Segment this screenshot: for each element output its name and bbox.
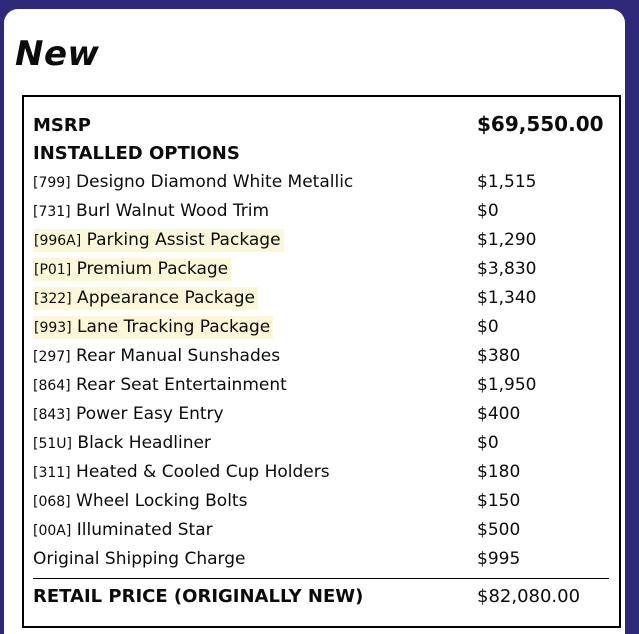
option-row: [731] Burl Walnut Wood Trim $0 (33, 197, 609, 226)
msrp-row: MSRP $69,550.00 (33, 110, 609, 140)
option-price: $1,340 (477, 288, 537, 308)
installed-options-header-row: INSTALLED OPTIONS (33, 140, 609, 168)
retail-price-value: $82,080.00 (477, 586, 581, 607)
option-label: [00A] Illuminated Star (33, 516, 477, 545)
shipping-charge-label: Original Shipping Charge (33, 549, 246, 569)
option-price: $3,830 (477, 259, 537, 279)
option-name: Lane Tracking Package (71, 317, 271, 337)
option-label: [297] Rear Manual Sunshades (33, 342, 477, 371)
option-price: $380 (477, 346, 521, 366)
option-text-highlighted: [P01] Premium Package (33, 258, 232, 281)
option-label: [322] Appearance Package (33, 284, 477, 313)
option-label: [996A] Parking Assist Package (33, 226, 477, 255)
option-name: Rear Seat Entertainment (70, 375, 287, 395)
option-label: [731] Burl Walnut Wood Trim (33, 197, 477, 226)
retail-price-row: RETAIL PRICE (ORIGINALLY NEW) $82,080.00 (33, 582, 609, 612)
option-name: Appearance Package (71, 288, 256, 308)
option-row: [996A] Parking Assist Package $1,290 (33, 226, 609, 255)
shipping-charge-row: Original Shipping Charge $995 (33, 545, 609, 573)
option-text: [068] Wheel Locking Bolts (33, 491, 247, 511)
option-text: [00A] Illuminated Star (33, 520, 213, 540)
option-text: [864] Rear Seat Entertainment (33, 375, 287, 395)
option-code: [297] (33, 349, 71, 365)
option-text-highlighted: [993] Lane Tracking Package (33, 316, 274, 339)
content-card: New MSRP $69,550.00 INSTALLED OPTIONS [7… (4, 9, 625, 634)
option-label: [311] Heated & Cooled Cup Holders (33, 458, 477, 487)
installed-options-header: INSTALLED OPTIONS (33, 143, 240, 164)
option-name: Designo Diamond White Metallic (70, 172, 354, 192)
option-name: Premium Package (71, 259, 229, 279)
option-code: [322] (34, 291, 72, 307)
option-text: [297] Rear Manual Sunshades (33, 346, 280, 366)
option-code: [731] (33, 204, 71, 220)
option-code: [51U] (33, 436, 72, 452)
option-row: [993] Lane Tracking Package $0 (33, 313, 609, 342)
option-label: [864] Rear Seat Entertainment (33, 371, 477, 400)
option-label: [993] Lane Tracking Package (33, 313, 477, 342)
option-text-highlighted: [996A] Parking Assist Package (33, 229, 284, 252)
option-label: [843] Power Easy Entry (33, 400, 477, 429)
retail-price-label: RETAIL PRICE (ORIGINALLY NEW) (33, 586, 364, 607)
option-name: Power Easy Entry (70, 404, 224, 424)
option-code: [864] (33, 378, 71, 394)
option-name: Heated & Cooled Cup Holders (70, 462, 330, 482)
option-price: $0 (477, 433, 499, 453)
option-price: $1,515 (477, 172, 537, 192)
option-name: Burl Walnut Wood Trim (70, 201, 270, 221)
option-code: [799] (33, 175, 71, 191)
option-price: $1,950 (477, 375, 537, 395)
option-text-highlighted: [322] Appearance Package (33, 287, 259, 310)
option-name: Wheel Locking Bolts (70, 491, 248, 511)
option-row: [311] Heated & Cooled Cup Holders $180 (33, 458, 609, 487)
option-name: Parking Assist Package (81, 230, 281, 250)
option-row: [00A] Illuminated Star $500 (33, 516, 609, 545)
option-label: [51U] Black Headliner (33, 429, 477, 458)
option-text: [311] Heated & Cooled Cup Holders (33, 462, 330, 482)
option-code: [068] (33, 494, 71, 510)
total-divider (33, 578, 609, 579)
option-row: [843] Power Easy Entry $400 (33, 400, 609, 429)
option-text: [731] Burl Walnut Wood Trim (33, 201, 269, 221)
option-price: $0 (477, 317, 499, 337)
option-price: $500 (477, 520, 521, 540)
option-row: [068] Wheel Locking Bolts $150 (33, 487, 609, 516)
option-label: [P01] Premium Package (33, 255, 477, 284)
option-code: [993] (34, 320, 72, 336)
option-price: $0 (477, 201, 499, 221)
option-text: [51U] Black Headliner (33, 433, 211, 453)
option-price: $400 (477, 404, 521, 424)
option-price: $1,290 (477, 230, 537, 250)
window-sticker-pricing-box: MSRP $69,550.00 INSTALLED OPTIONS [799] … (22, 95, 621, 628)
option-code: [00A] (33, 523, 72, 539)
option-label: [068] Wheel Locking Bolts (33, 487, 477, 516)
option-row: [322] Appearance Package $1,340 (33, 284, 609, 313)
option-code: [996A] (34, 233, 82, 249)
option-name: Black Headliner (72, 433, 211, 453)
option-text: [799] Designo Diamond White Metallic (33, 172, 353, 192)
option-row: [799] Designo Diamond White Metallic $1,5… (33, 168, 609, 197)
option-row: [864] Rear Seat Entertainment $1,950 (33, 371, 609, 400)
page-title: New (15, 34, 100, 74)
option-price: $180 (477, 462, 521, 482)
option-row: [297] Rear Manual Sunshades $380 (33, 342, 609, 371)
msrp-price: $69,550.00 (477, 112, 604, 136)
option-code: [843] (33, 407, 71, 423)
shipping-charge-price: $995 (477, 549, 521, 569)
option-label: [799] Designo Diamond White Metallic (33, 168, 477, 197)
option-code: [P01] (34, 262, 72, 278)
msrp-label: MSRP (33, 115, 91, 136)
option-name: Rear Manual Sunshades (70, 346, 281, 366)
option-text: [843] Power Easy Entry (33, 404, 224, 424)
installed-options-list: [799] Designo Diamond White Metallic $1,5… (33, 168, 609, 545)
option-row: [P01] Premium Package $3,830 (33, 255, 609, 284)
option-code: [311] (33, 465, 71, 481)
option-name: Illuminated Star (71, 520, 213, 540)
option-row: [51U] Black Headliner $0 (33, 429, 609, 458)
option-price: $150 (477, 491, 521, 511)
